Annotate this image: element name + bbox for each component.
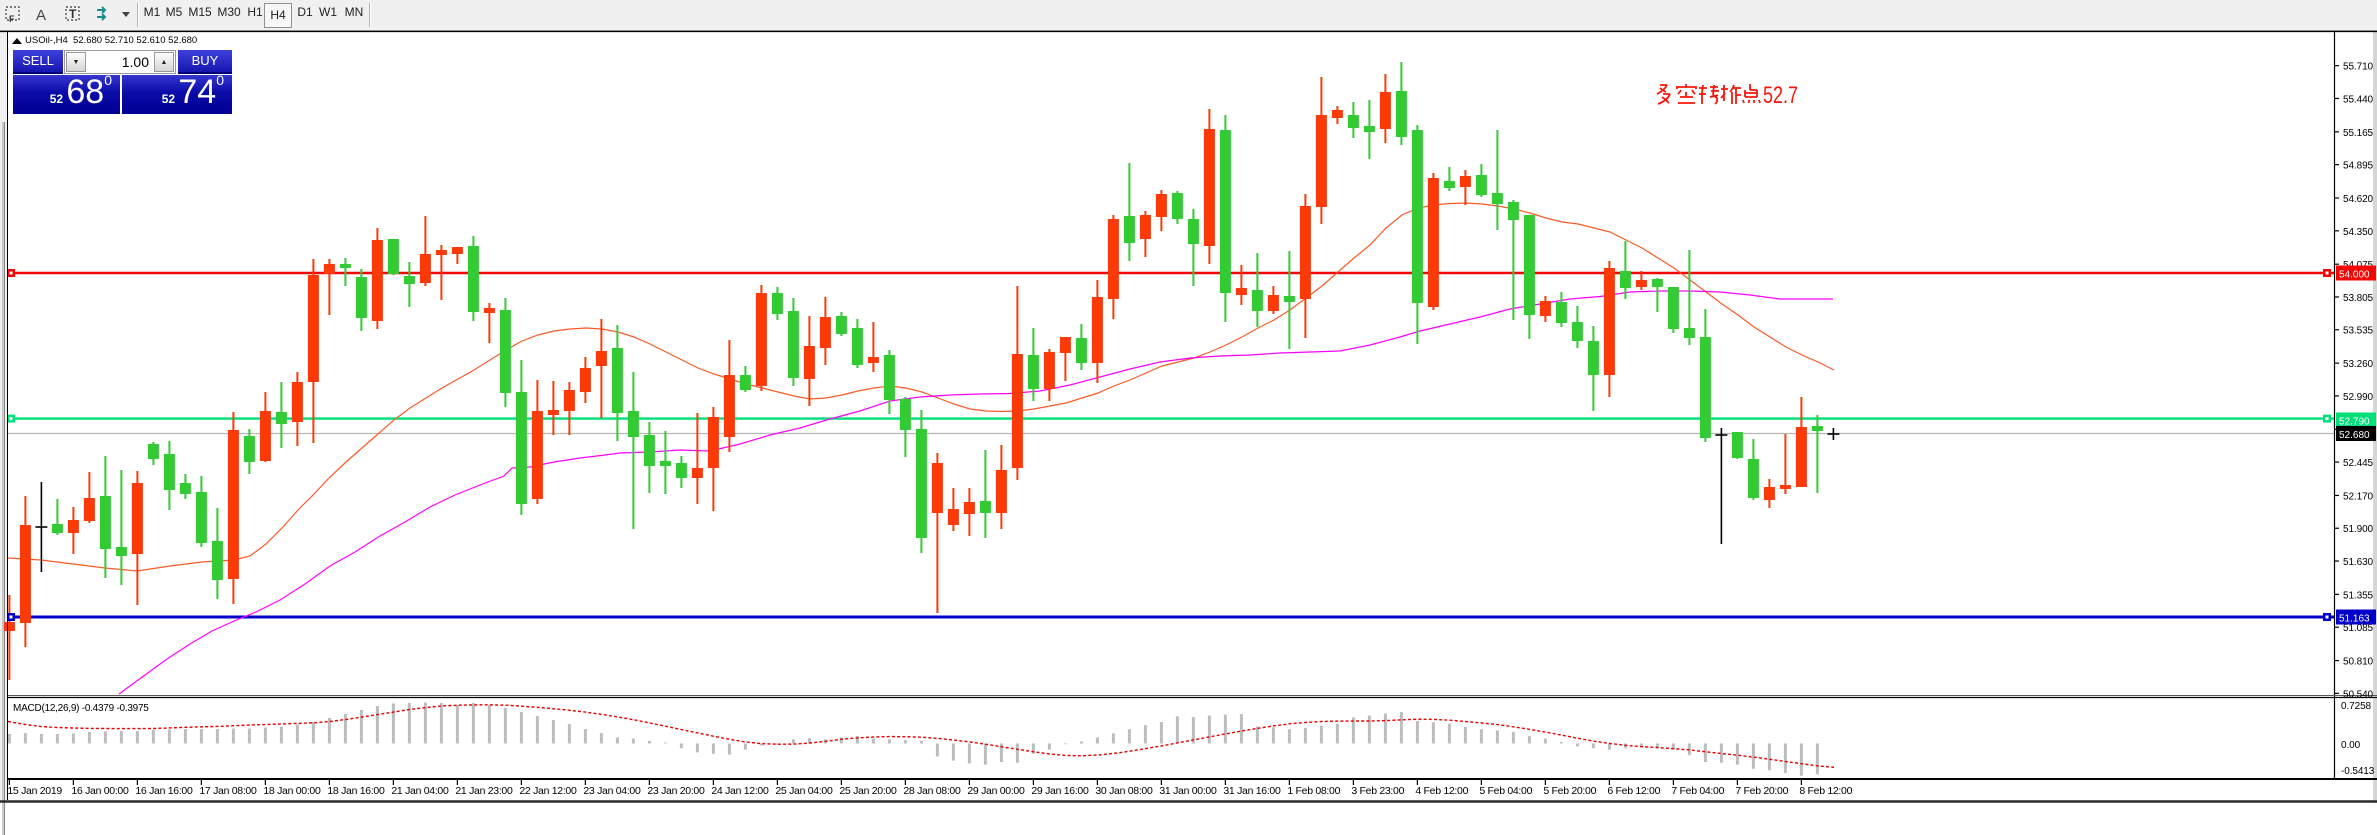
svg-text:55.710: 55.710 [2343,62,2374,73]
svg-text:21 Jan 23:00: 21 Jan 23:00 [455,785,513,797]
svg-text:53.805: 53.805 [2343,293,2374,304]
svg-text:52.445: 52.445 [2343,458,2374,469]
svg-text:28 Jan 08:00: 28 Jan 08:00 [903,785,961,797]
svg-text:52.170: 52.170 [2343,491,2374,502]
svg-text:53.260: 53.260 [2343,359,2374,370]
svg-text:55.165: 55.165 [2343,128,2374,139]
svg-text:54.620: 54.620 [2343,194,2374,205]
svg-text:51.085: 51.085 [2343,623,2374,634]
svg-text:51.355: 51.355 [2343,590,2374,601]
svg-text:16 Jan 00:00: 16 Jan 00:00 [71,785,129,797]
svg-text:50.810: 50.810 [2343,657,2374,668]
svg-text:53.535: 53.535 [2343,326,2374,337]
svg-text:23 Jan 20:00: 23 Jan 20:00 [647,785,705,797]
svg-text:50.540: 50.540 [2343,689,2374,700]
svg-text:25 Jan 04:00: 25 Jan 04:00 [775,785,833,797]
svg-text:29 Jan 00:00: 29 Jan 00:00 [967,785,1025,797]
svg-text:7 Feb 20:00: 7 Feb 20:00 [1735,785,1788,797]
svg-text:51.630: 51.630 [2343,557,2374,568]
svg-text:52.990: 52.990 [2343,392,2374,403]
svg-text:25 Jan 20:00: 25 Jan 20:00 [839,785,897,797]
svg-text:1 Feb 08:00: 1 Feb 08:00 [1287,785,1340,797]
svg-text:55.440: 55.440 [2343,94,2374,105]
svg-text:54.350: 54.350 [2343,227,2374,238]
svg-text:54.895: 54.895 [2343,161,2374,172]
svg-text:15 Jan 2019: 15 Jan 2019 [7,785,62,797]
svg-text:0.00: 0.00 [2341,740,2361,751]
svg-text:24 Jan 12:00: 24 Jan 12:00 [711,785,769,797]
svg-text:22 Jan 12:00: 22 Jan 12:00 [519,785,577,797]
svg-text:31 Jan 00:00: 31 Jan 00:00 [1159,785,1217,797]
svg-text:6 Feb 12:00: 6 Feb 12:00 [1607,785,1660,797]
svg-text:0.7258: 0.7258 [2341,701,2372,712]
svg-text:7 Feb 04:00: 7 Feb 04:00 [1671,785,1724,797]
svg-text:-0.5413: -0.5413 [2341,766,2375,777]
svg-text:5 Feb 20:00: 5 Feb 20:00 [1543,785,1596,797]
svg-text:51.163: 51.163 [2339,614,2370,625]
svg-text:30 Jan 08:00: 30 Jan 08:00 [1095,785,1153,797]
svg-text:17 Jan 08:00: 17 Jan 08:00 [199,785,257,797]
svg-text:29 Jan 16:00: 29 Jan 16:00 [1031,785,1089,797]
svg-text:52.7: 52.7 [1763,82,1798,109]
svg-text:21 Jan 04:00: 21 Jan 04:00 [391,785,449,797]
svg-text:54.000: 54.000 [2339,270,2370,281]
svg-text:51.900: 51.900 [2343,524,2374,535]
svg-text:16 Jan 16:00: 16 Jan 16:00 [135,785,193,797]
svg-text:52.680: 52.680 [2339,430,2370,441]
svg-text:52.790: 52.790 [2339,417,2370,428]
svg-text:5 Feb 04:00: 5 Feb 04:00 [1479,785,1532,797]
svg-text:3 Feb 23:00: 3 Feb 23:00 [1351,785,1404,797]
svg-text:8 Feb 12:00: 8 Feb 12:00 [1799,785,1852,797]
svg-text:MACD(12,26,9) -0.4379 -0.3975: MACD(12,26,9) -0.4379 -0.3975 [13,703,149,714]
svg-text:4 Feb 12:00: 4 Feb 12:00 [1415,785,1468,797]
svg-text:23 Jan 04:00: 23 Jan 04:00 [583,785,641,797]
svg-text:18 Jan 16:00: 18 Jan 16:00 [327,785,385,797]
svg-text:18 Jan 00:00: 18 Jan 00:00 [263,785,321,797]
svg-text:31 Jan 16:00: 31 Jan 16:00 [1223,785,1281,797]
